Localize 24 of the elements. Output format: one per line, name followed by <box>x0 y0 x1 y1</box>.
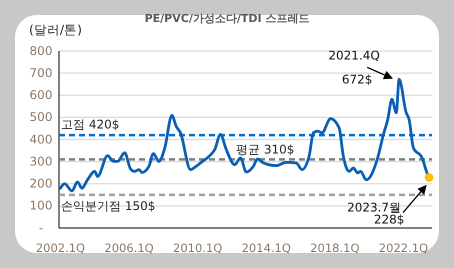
y-tick-label: 800 <box>30 44 52 58</box>
y-tick-label: 200 <box>30 176 52 191</box>
x-tick-label: 2018.1Q <box>310 241 360 256</box>
y-tick-label: 100 <box>30 198 52 213</box>
x-tick-label: 2002.1Q <box>36 241 86 256</box>
y-tick-label: 500 <box>30 110 52 124</box>
x-tick-label: 2010.1Q <box>173 241 222 256</box>
y-tick-label: 600 <box>30 88 52 102</box>
annotation: 228$ <box>374 212 404 227</box>
annotation: 2021.4Q <box>328 48 380 62</box>
y-tick-label: 700 <box>30 66 52 80</box>
ref-line-label: 고점 420$ <box>61 117 120 132</box>
y-tick-label: - <box>38 220 44 235</box>
y-tick-label: 300 <box>30 154 52 168</box>
annotation: 672$ <box>342 72 372 86</box>
ref-line-label: 손익분기점 150$ <box>61 199 156 214</box>
chart-title: PE/PVC/가성소다/TDI 스프레드 <box>144 12 310 25</box>
x-tick-label: 2022.1Q <box>378 241 428 256</box>
ref-line-label: 평균 310$ <box>236 142 294 157</box>
y-axis-title: (달러/톤) <box>29 22 82 37</box>
y-tick-label: 400 <box>30 132 52 146</box>
annotation: 2023.7월 <box>347 200 402 215</box>
x-tick-label: 2014.1Q <box>242 241 291 256</box>
x-tick-label: 2006.1Q <box>104 241 154 256</box>
